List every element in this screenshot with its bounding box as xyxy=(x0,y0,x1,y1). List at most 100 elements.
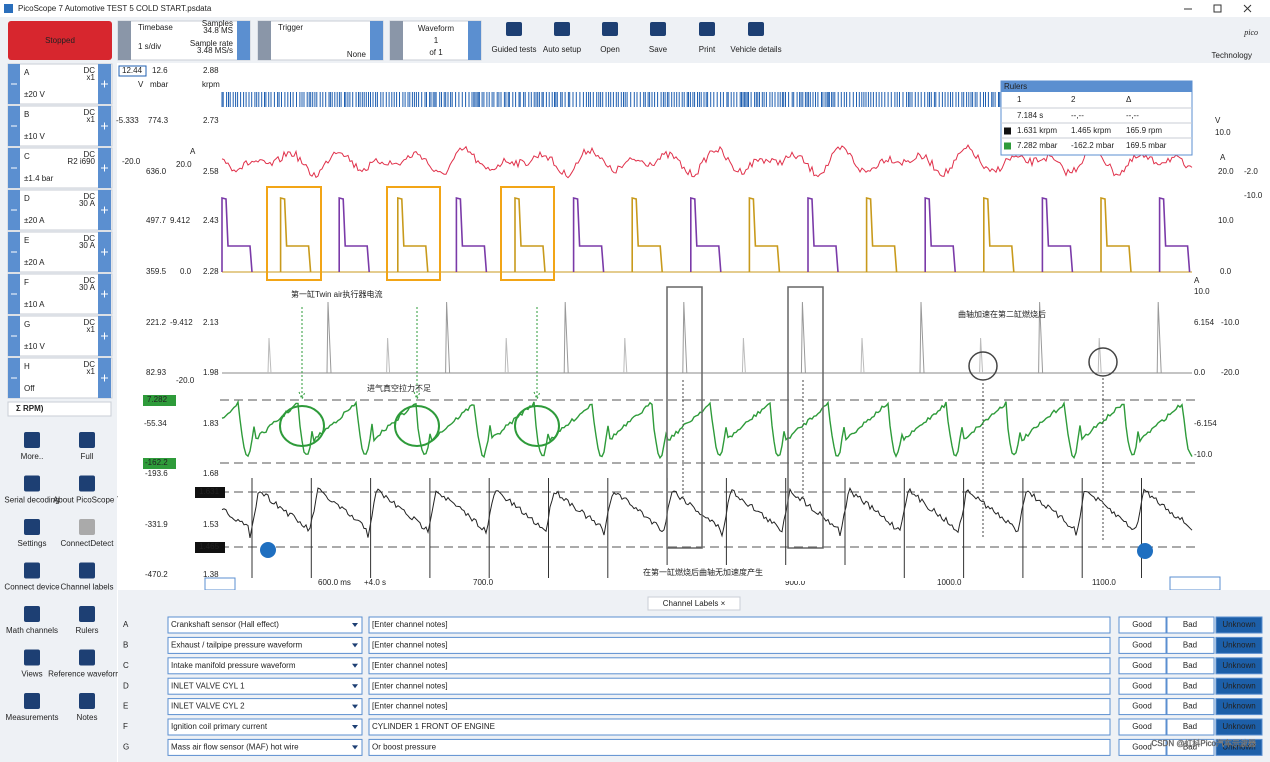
minus-button[interactable] xyxy=(258,21,271,60)
tool-icon[interactable] xyxy=(24,606,40,622)
channel-dropdown[interactable] xyxy=(167,718,363,736)
rating-button[interactable] xyxy=(1166,677,1215,695)
rating-button[interactable] xyxy=(1118,718,1167,736)
rating-label[interactable]: Unknown xyxy=(1222,743,1255,752)
rating-label[interactable]: Unknown xyxy=(1222,702,1255,711)
rating-label[interactable]: Good xyxy=(1132,702,1152,711)
toolbar-button[interactable]: Vehicle details xyxy=(730,45,781,54)
toolbar-button[interactable]: Open xyxy=(600,45,620,54)
tool-icon[interactable] xyxy=(748,22,764,36)
rating-button[interactable] xyxy=(1215,616,1263,634)
rating-button[interactable] xyxy=(1166,636,1215,654)
tool-label[interactable]: Full xyxy=(81,452,94,461)
rating-button[interactable] xyxy=(1215,718,1263,736)
toolbar-button[interactable]: Guided tests xyxy=(492,45,537,54)
rating-label[interactable]: Bad xyxy=(1183,702,1197,711)
tool-icon[interactable] xyxy=(79,562,95,579)
channel-dropdown[interactable] xyxy=(167,616,363,634)
plus-button[interactable] xyxy=(237,21,250,60)
channel-dropdown[interactable] xyxy=(167,698,363,716)
rating-button[interactable] xyxy=(1118,657,1167,675)
channel-dropdown[interactable] xyxy=(167,738,363,756)
notes-field[interactable] xyxy=(368,677,1111,695)
nav-button[interactable] xyxy=(1137,543,1153,559)
rating-label[interactable]: Bad xyxy=(1183,681,1197,690)
rating-label[interactable]: Bad xyxy=(1183,743,1197,752)
rating-button[interactable] xyxy=(1118,616,1167,634)
tool-label[interactable]: Math channels xyxy=(6,626,58,635)
toolbar-button[interactable]: Auto setup xyxy=(543,45,582,54)
tool-icon[interactable] xyxy=(24,562,40,579)
notes-field[interactable] xyxy=(368,698,1111,716)
rating-label[interactable]: Unknown xyxy=(1222,641,1255,650)
tool-icon[interactable] xyxy=(24,432,40,448)
notes-field[interactable] xyxy=(368,657,1111,675)
rating-label[interactable]: Good xyxy=(1132,681,1152,690)
tool-icon[interactable] xyxy=(24,475,40,492)
tool-label[interactable]: Settings xyxy=(18,539,47,548)
rating-button[interactable] xyxy=(1118,698,1167,716)
toolbar-button[interactable]: Save xyxy=(649,45,668,54)
nav-button[interactable] xyxy=(260,542,276,558)
rating-label[interactable]: Bad xyxy=(1183,641,1197,650)
rating-button[interactable] xyxy=(1215,677,1263,695)
tool-icon[interactable] xyxy=(79,432,95,448)
notes-field[interactable] xyxy=(368,718,1111,736)
rating-button[interactable] xyxy=(1166,738,1215,756)
rating-button[interactable] xyxy=(1215,636,1263,654)
tool-label[interactable]: More.. xyxy=(21,452,44,461)
tool-icon[interactable] xyxy=(79,606,95,622)
tool-icon[interactable] xyxy=(79,649,95,666)
channel-dropdown[interactable] xyxy=(167,677,363,695)
stop-button[interactable] xyxy=(8,21,112,60)
plus-button[interactable] xyxy=(370,21,383,60)
tool-icon[interactable] xyxy=(699,22,715,36)
tool-icon[interactable] xyxy=(554,22,570,36)
rating-label[interactable]: Good xyxy=(1132,641,1152,650)
rating-label[interactable]: Bad xyxy=(1183,620,1197,629)
channel-dropdown[interactable] xyxy=(167,657,363,675)
rating-label[interactable]: Good xyxy=(1132,722,1152,731)
tool-icon[interactable] xyxy=(79,519,95,535)
toolbar-button[interactable]: Print xyxy=(699,45,716,54)
tool-icon[interactable] xyxy=(79,693,95,709)
tool-icon[interactable] xyxy=(506,22,522,36)
tool-icon[interactable] xyxy=(24,519,40,535)
tool-icon[interactable] xyxy=(24,693,40,709)
tool-label[interactable]: Rulers xyxy=(75,626,98,635)
rating-button[interactable] xyxy=(1166,698,1215,716)
tool-label[interactable]: Connect device xyxy=(4,583,60,592)
rating-label[interactable]: Unknown xyxy=(1222,620,1255,629)
tool-label[interactable]: ConnectDetect xyxy=(61,539,115,548)
tool-label[interactable]: Notes xyxy=(77,713,98,722)
tool-icon[interactable] xyxy=(650,22,666,36)
channel-labels-tab[interactable] xyxy=(647,596,741,611)
rating-label[interactable]: Unknown xyxy=(1222,661,1255,670)
plus-button[interactable] xyxy=(468,21,481,60)
tool-label[interactable]: Measurements xyxy=(6,713,59,722)
minus-button[interactable] xyxy=(118,21,131,60)
minus-button[interactable] xyxy=(390,21,403,60)
rating-label[interactable]: Bad xyxy=(1183,661,1197,670)
tool-icon[interactable] xyxy=(24,649,40,666)
rating-label[interactable]: Bad xyxy=(1183,722,1197,731)
rating-label[interactable]: Good xyxy=(1132,620,1152,629)
notes-field[interactable] xyxy=(368,616,1111,634)
rating-button[interactable] xyxy=(1166,718,1215,736)
rating-label[interactable]: Good xyxy=(1132,743,1152,752)
rating-button[interactable] xyxy=(1215,698,1263,716)
rating-button[interactable] xyxy=(1166,616,1215,634)
tool-label[interactable]: Reference waveforms xyxy=(48,670,126,679)
rating-label[interactable]: Good xyxy=(1132,661,1152,670)
tool-label[interactable]: Serial decoding xyxy=(4,496,59,505)
rating-button[interactable] xyxy=(1118,738,1167,756)
tool-label[interactable]: About PicoScope 7 xyxy=(53,496,122,505)
rating-button[interactable] xyxy=(1215,657,1263,675)
rating-button[interactable] xyxy=(1166,657,1215,675)
rating-button[interactable] xyxy=(1118,636,1167,654)
rating-label[interactable]: Unknown xyxy=(1222,681,1255,690)
tool-label[interactable]: Views xyxy=(21,670,42,679)
tool-label[interactable]: Channel labels xyxy=(61,583,114,592)
channel-dropdown[interactable] xyxy=(167,636,363,654)
notes-field[interactable] xyxy=(368,738,1111,756)
